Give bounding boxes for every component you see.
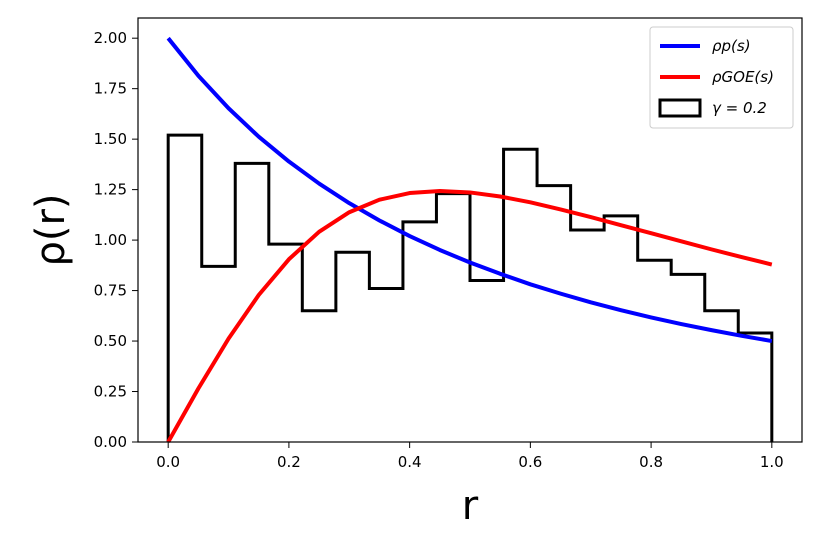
y-tick-label: 1.50 (94, 130, 127, 148)
y-axis-label: ρ(r) (28, 193, 74, 266)
legend-swatch (658, 98, 702, 118)
legend-entry: γ = 0.2 (712, 99, 767, 117)
axes-frame (137, 17, 803, 443)
legend-box (649, 26, 794, 129)
x-tick-label: 0.8 (639, 453, 663, 471)
legend-entry: ρGOE(s) (712, 68, 774, 86)
y-tick-label: 0.50 (94, 332, 127, 350)
x-tick-label: 0.4 (398, 453, 422, 471)
y-tick-label: 0.75 (94, 282, 127, 300)
legend: ρp(s) ρGOE(s) γ = 0.2 (649, 26, 794, 129)
y-tick-label: 1.75 (94, 80, 127, 98)
histogram-series (166, 133, 774, 442)
y-tick-label: 1.25 (94, 181, 127, 199)
y-tick-label: 0.00 (94, 433, 127, 451)
y-tick-label: 2.00 (94, 29, 127, 47)
y-tick-label: 0.25 (94, 383, 127, 401)
legend-entry: ρp(s) (712, 37, 751, 55)
line-series-1 (166, 189, 773, 443)
y-tick-label: 1.00 (94, 231, 127, 249)
y-axis: 0.00 0.25 0.50 0.75 1.00 1.25 1.50 1.75 2.00 (94, 29, 138, 451)
x-axis-label: r (462, 483, 479, 529)
x-axis: 0.0 0.2 0.4 0.6 0.8 1.0 (156, 442, 784, 471)
x-tick-label: 1.0 (760, 453, 784, 471)
line-series-0 (166, 36, 773, 344)
x-tick-label: 0.6 (518, 453, 542, 471)
x-tick-label: 0.0 (156, 453, 180, 471)
plot-area (166, 36, 774, 443)
x-tick-label: 0.2 (277, 453, 301, 471)
